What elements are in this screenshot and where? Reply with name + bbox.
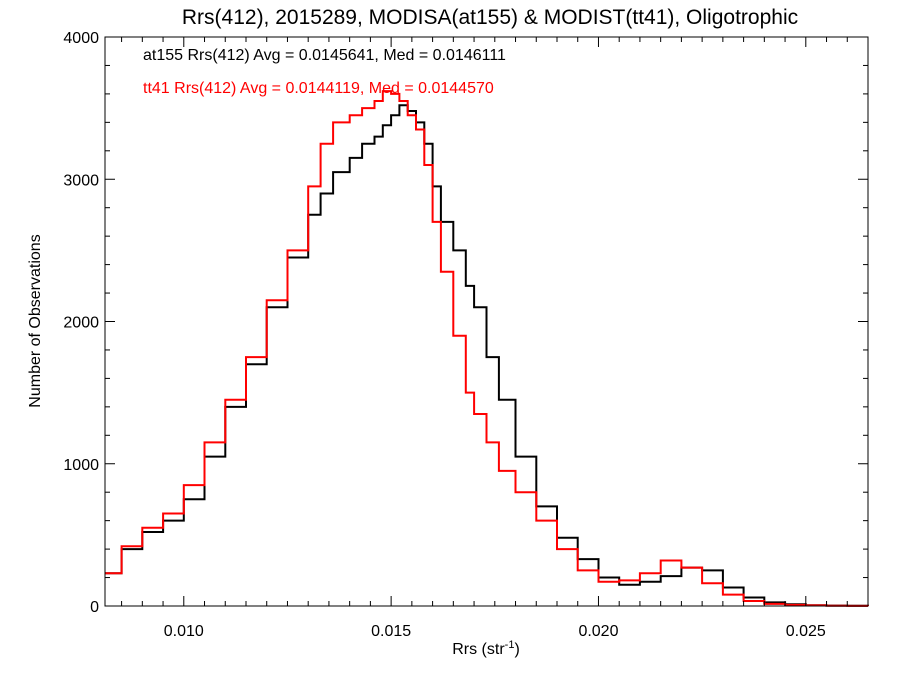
y-axis-label: Number of Observations — [27, 234, 44, 407]
y-tick-label: 2000 — [63, 315, 99, 332]
series-layer — [105, 90, 869, 607]
series-line-0 — [105, 104, 869, 607]
legend-entry-at155: at155 Rrs(412) Avg = 0.0145641, Med = 0.… — [143, 47, 506, 64]
x-tick-label: 0.015 — [371, 623, 411, 640]
x-axis-label-end: ) — [514, 641, 519, 658]
y-tick-label: 1000 — [63, 457, 99, 474]
x-axis-label-main: Rrs (str — [452, 641, 505, 658]
plot-frame — [104, 36, 869, 607]
tick-labels: 0.010 0.015 0.020 0.025 0 1000 2000 3000 4000 — [63, 30, 826, 640]
y-tick-label: 3000 — [63, 172, 99, 189]
legend: at155 Rrs(412) Avg = 0.0145641, Med = 0.… — [143, 47, 506, 97]
x-tick-label: 0.025 — [786, 623, 826, 640]
chart-title: Rrs(412), 2015289, MODISA(at155) & MODIS… — [182, 6, 798, 29]
x-tick-label: 0.010 — [164, 623, 204, 640]
x-axis-label-superscript: -1 — [505, 639, 515, 651]
x-tick-label: 0.020 — [578, 623, 618, 640]
x-axis-label: Rrs (str-1) — [452, 639, 520, 658]
y-tick-label: 4000 — [63, 30, 99, 47]
series-line-1 — [105, 90, 869, 607]
legend-entry-tt41: tt41 Rrs(412) Avg = 0.0144119, Med = 0.0… — [143, 80, 494, 97]
y-tick-label: 0 — [90, 599, 99, 616]
